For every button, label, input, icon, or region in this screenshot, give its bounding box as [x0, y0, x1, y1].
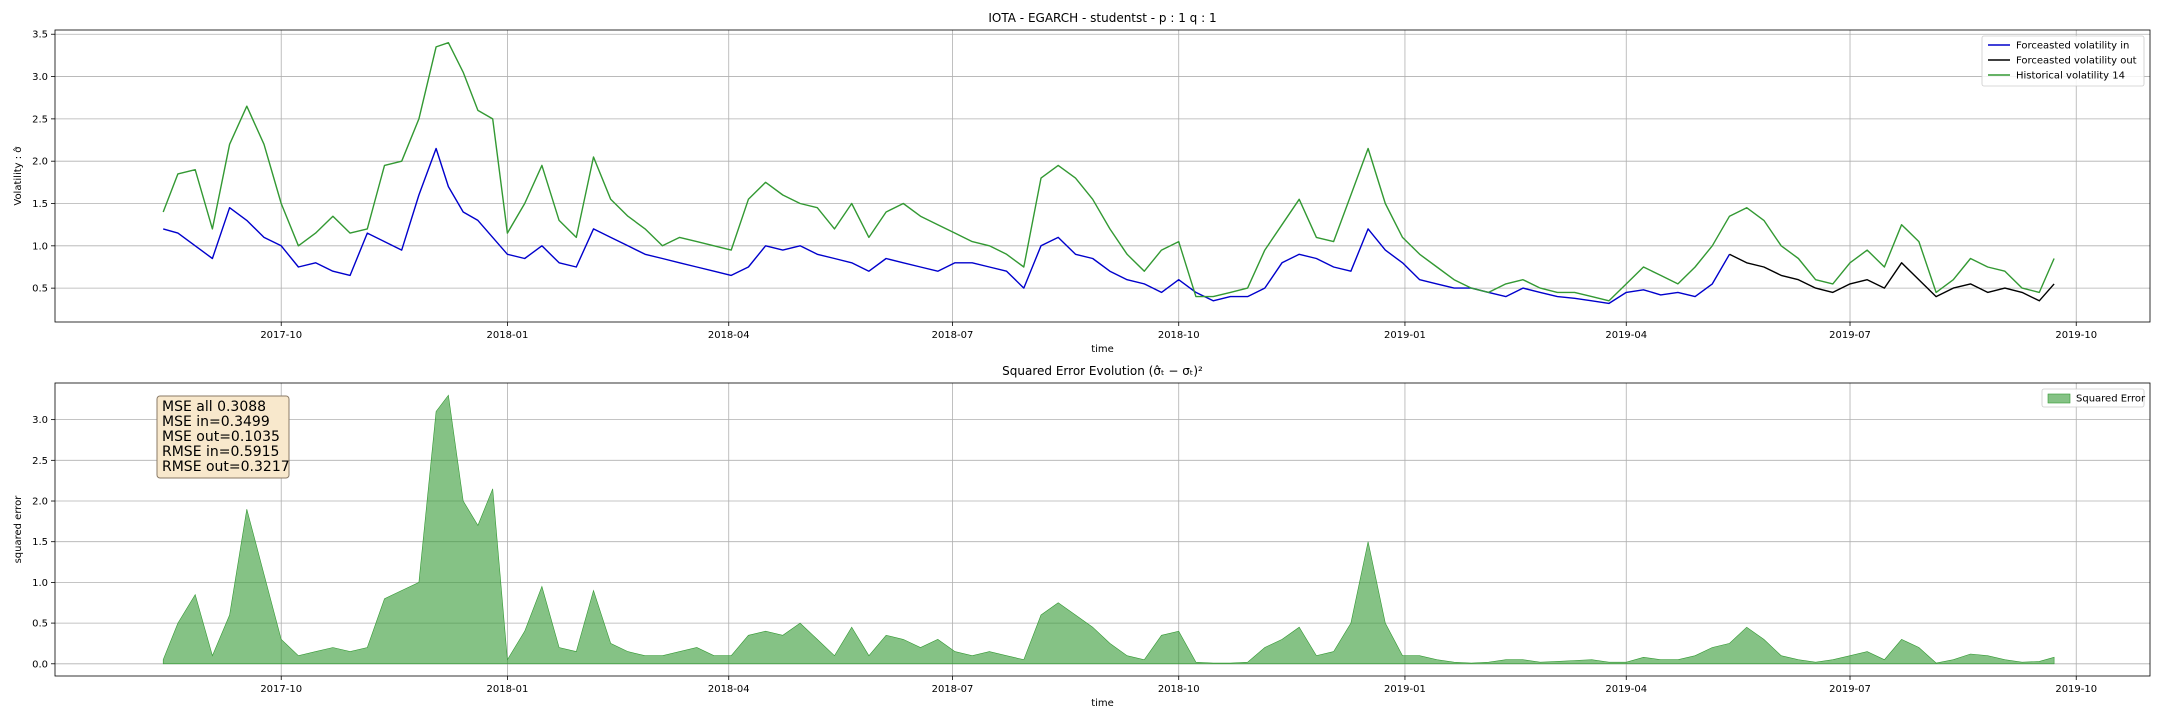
y-tick-label: 2.5 [32, 456, 48, 467]
legend-label: Forceasted volatility out [2016, 56, 2137, 67]
legend-swatch [2047, 393, 2071, 404]
chart-title: Squared Error Evolution (σ̂ₜ − σₜ)² [1002, 364, 1203, 378]
x-tick-label: 2019-04 [1605, 330, 1647, 341]
y-tick-label: 2.5 [32, 114, 48, 125]
annotation-line: RMSE out=0.3217 [162, 459, 290, 475]
x-tick-label: 2018-04 [708, 684, 750, 695]
legend-frame [1981, 35, 2145, 87]
x-tick-label: 2018-07 [932, 684, 974, 695]
annotation-line: RMSE in=0.5915 [162, 444, 279, 460]
x-tick-label: 2018-01 [487, 684, 529, 695]
x-tick-label: 2017-10 [260, 330, 302, 341]
x-axis-label: time [1091, 698, 1114, 709]
y-tick-label: 2.0 [32, 157, 48, 168]
series-line-3 [162, 42, 2055, 302]
y-tick-label: 1.0 [32, 578, 48, 589]
y-tick-label: 0.5 [32, 284, 48, 295]
axes-frame [54, 382, 2151, 677]
x-tick-label: 2019-01 [1384, 684, 1426, 695]
squared-error-area [162, 394, 2055, 665]
x-tick-label: 2019-07 [1829, 684, 1871, 695]
chart-title: IOTA - EGARCH - studentst - p : 1 q : 1 [988, 11, 1216, 25]
y-axis-label: squared error [13, 495, 24, 564]
legend-label: Forceasted volatility in [2016, 41, 2129, 52]
y-tick-label: 0.0 [32, 659, 48, 670]
x-tick-label: 2018-04 [708, 330, 750, 341]
x-tick-label: 2017-10 [260, 684, 302, 695]
x-tick-label: 2019-01 [1384, 330, 1426, 341]
annotation-line: MSE in=0.3499 [162, 414, 270, 430]
y-tick-label: 3.0 [32, 72, 48, 83]
legend-label: Historical volatility 14 [2016, 71, 2125, 82]
x-tick-label: 2018-01 [487, 330, 529, 341]
axes-frame [54, 29, 2151, 323]
legend: Squared Error [2041, 388, 2146, 408]
x-tick-label: 2019-10 [2055, 330, 2097, 341]
y-tick-label: 2.0 [32, 497, 48, 508]
series-line-2 [1729, 253, 2055, 302]
x-tick-label: 2018-07 [932, 330, 974, 341]
y-tick-label: 1.0 [32, 241, 48, 252]
y-tick-label: 3.0 [32, 415, 48, 426]
series-line-1 [163, 147, 1731, 305]
x-tick-label: 2018-10 [1158, 330, 1200, 341]
chart-panel-2: 2017-10 2018-01 2018-04 2018-07 2018-10 2019-… [13, 364, 2151, 709]
annotation-line: MSE all 0.3088 [162, 399, 266, 415]
y-tick-label: 1.5 [32, 199, 48, 210]
chart-panel-1: 2017-10 2018-01 2018-04 2018-07 2018-10 2019-… [12, 11, 2151, 355]
y-tick-label: 3.5 [32, 30, 48, 41]
x-tick-label: 2019-04 [1605, 684, 1647, 695]
y-axis-label: Volatility : σ̂ [12, 146, 24, 206]
annotation-box [156, 395, 290, 479]
annotation-line: MSE out=0.1035 [162, 429, 280, 445]
x-tick-label: 2018-10 [1158, 684, 1200, 695]
x-tick-label: 2019-07 [1829, 330, 1871, 341]
y-tick-label: 0.5 [32, 619, 48, 630]
y-tick-label: 1.5 [32, 537, 48, 548]
x-axis-label: time [1091, 344, 1114, 355]
legend: Forceasted volatility in Forceasted volat… [1981, 35, 2145, 87]
x-tick-label: 2019-10 [2055, 684, 2097, 695]
legend-label: Squared Error [2076, 394, 2146, 405]
